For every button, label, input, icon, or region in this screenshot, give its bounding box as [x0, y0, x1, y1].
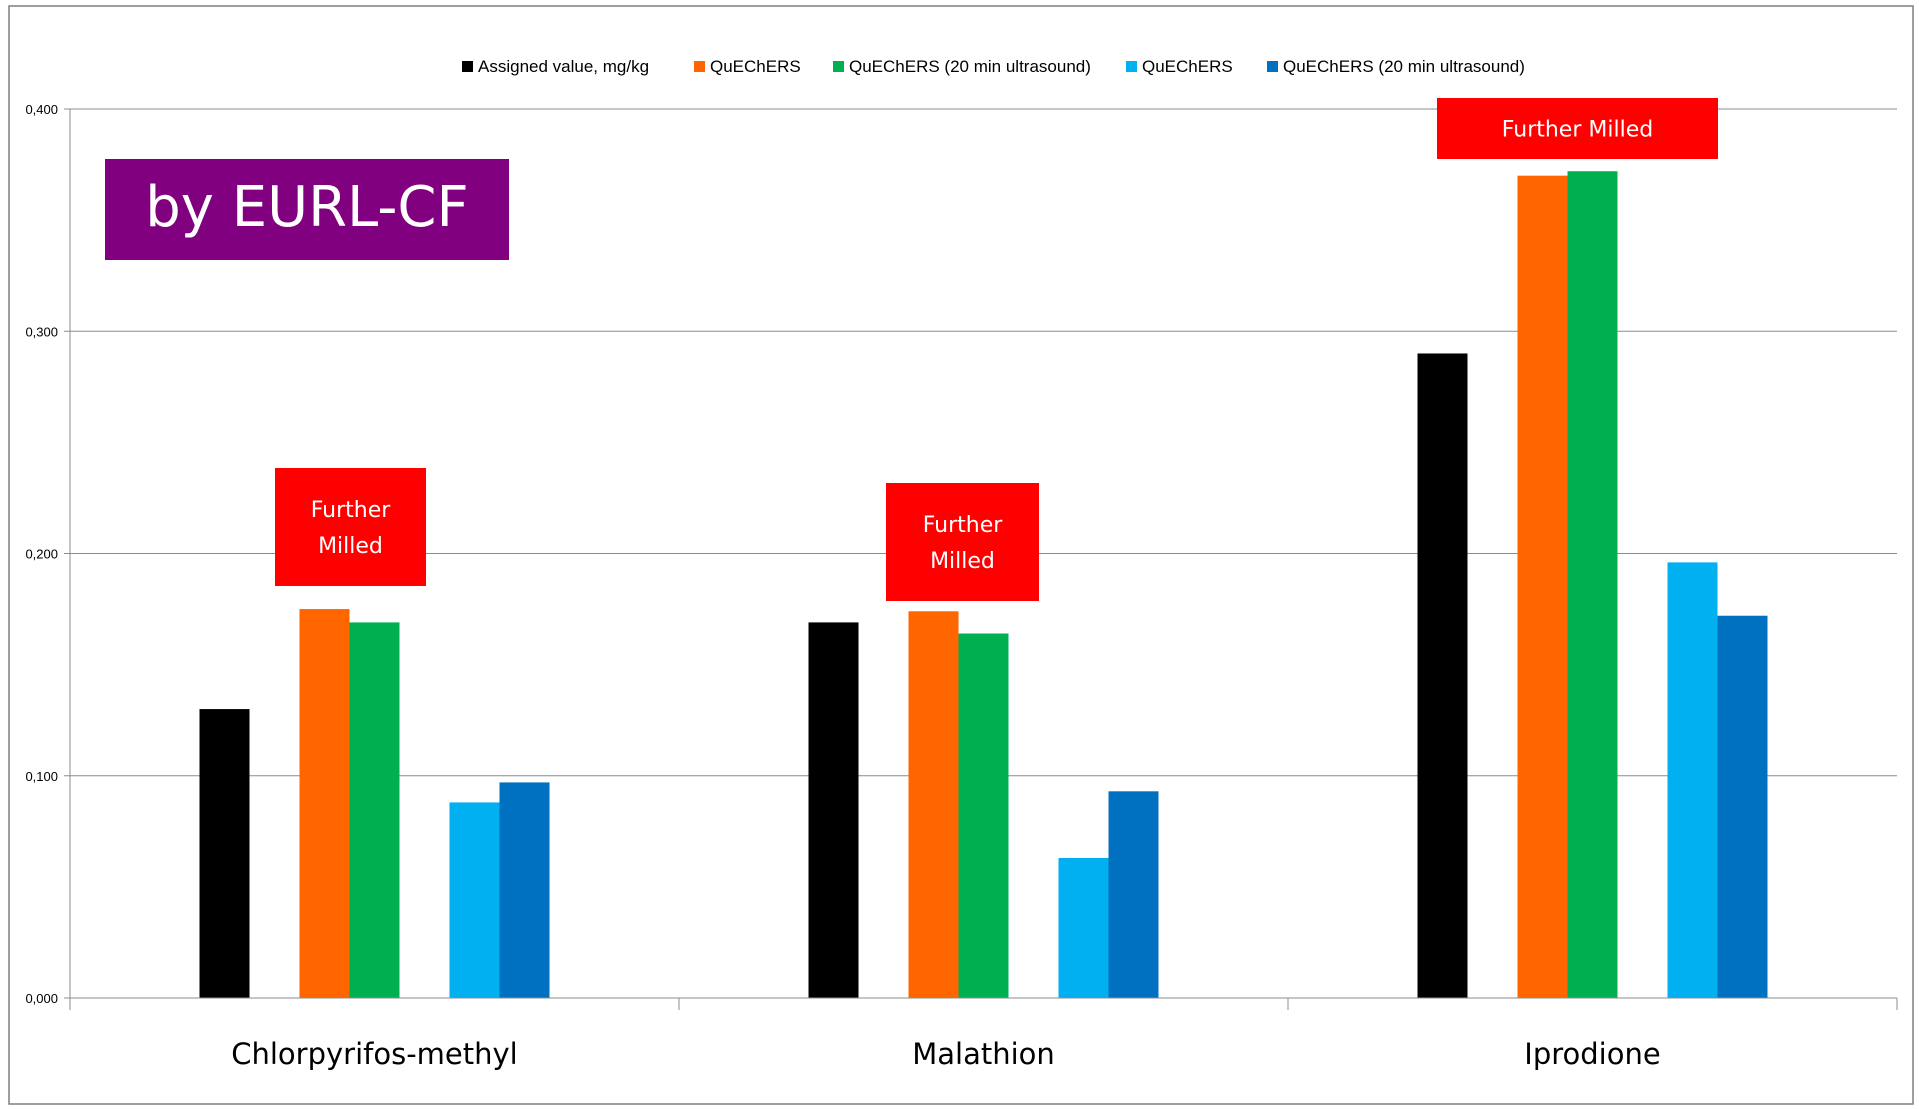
- further-milled-label: Milled: [318, 534, 383, 559]
- bar: [449, 802, 500, 998]
- bar: [1517, 175, 1568, 999]
- bar: [908, 611, 959, 998]
- y-tick-label: 0,000: [25, 991, 58, 1006]
- further-milled-label: Milled: [930, 549, 995, 574]
- y-tick-label: 0,300: [25, 324, 58, 339]
- further-milled-label: Further Milled: [1502, 118, 1653, 143]
- legend-swatch: [694, 61, 705, 72]
- x-category-label: Iprodione: [1524, 1037, 1660, 1071]
- legend-label: QuEChERS (20 min ultrasound): [1283, 57, 1525, 76]
- further-milled-box: [1437, 98, 1718, 159]
- y-tick-label: 0,100: [25, 769, 58, 784]
- bar: [1567, 171, 1618, 999]
- bars: [199, 171, 1768, 999]
- legend-swatch: [833, 61, 844, 72]
- bar: [1667, 562, 1718, 998]
- annotations: Further Milled Further Milled Further Milled: [275, 98, 1718, 601]
- further-milled-label: Further: [923, 513, 1004, 538]
- bar: [199, 709, 250, 998]
- y-tick-label: 0,200: [25, 547, 58, 562]
- further-milled-box: [275, 468, 426, 586]
- bar: [1108, 791, 1159, 998]
- badge-text: by EURL-CF: [145, 175, 469, 240]
- x-category-label: Malathion: [912, 1037, 1055, 1071]
- legend-label: QuEChERS: [1142, 57, 1233, 76]
- bar: [958, 633, 1009, 998]
- legend-swatch: [1267, 61, 1278, 72]
- further-milled-box: [886, 483, 1039, 601]
- y-tick-label: 0,400: [25, 102, 58, 117]
- bar: [1058, 857, 1109, 998]
- legend: Assigned value, mg/kg QuEChERS QuEChERS (2…: [462, 57, 1525, 76]
- bar: [808, 622, 859, 998]
- bar: [499, 782, 550, 998]
- badge-box: [105, 159, 509, 260]
- legend-label: Assigned value, mg/kg: [478, 57, 649, 76]
- further-milled-label: Further: [311, 498, 392, 523]
- legend-swatch: [1126, 61, 1137, 72]
- legend-label: QuEChERS (20 min ultrasound): [849, 57, 1091, 76]
- bar: [299, 609, 350, 998]
- legend-label: QuEChERS: [710, 57, 801, 76]
- bar: [1417, 353, 1468, 999]
- badge: by EURL-CF: [105, 159, 509, 260]
- axes: 0,000 0,100 0,200 0,300 0,400 Chlorpyrifos-me…: [25, 102, 1898, 1071]
- bar: [1717, 615, 1768, 998]
- bar: [349, 622, 400, 998]
- x-category-label: Chlorpyrifos-methyl: [231, 1037, 518, 1071]
- legend-swatch: [462, 61, 473, 72]
